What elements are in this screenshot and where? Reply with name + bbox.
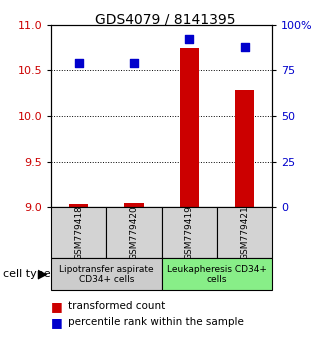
Bar <box>180 47 199 207</box>
Text: percentile rank within the sample: percentile rank within the sample <box>68 317 244 327</box>
Bar <box>217 207 272 258</box>
Text: GDS4079 / 8141395: GDS4079 / 8141395 <box>95 12 235 27</box>
Bar <box>69 204 88 207</box>
Text: cell type: cell type <box>3 269 51 279</box>
Bar <box>162 258 272 290</box>
Point <box>131 60 137 66</box>
Bar <box>235 90 254 207</box>
Point <box>242 44 247 50</box>
Text: Lipotransfer aspirate
CD34+ cells: Lipotransfer aspirate CD34+ cells <box>59 265 154 284</box>
Bar <box>51 207 106 258</box>
Point <box>187 36 192 42</box>
Text: ▶: ▶ <box>38 268 48 281</box>
Text: ■: ■ <box>51 300 63 313</box>
Bar <box>124 204 144 207</box>
Bar <box>106 207 162 258</box>
Text: ■: ■ <box>51 316 63 329</box>
Text: Leukapheresis CD34+
cells: Leukapheresis CD34+ cells <box>167 265 267 284</box>
Point <box>76 60 82 66</box>
Text: GSM779421: GSM779421 <box>240 205 249 260</box>
Text: GSM779420: GSM779420 <box>130 205 139 260</box>
Text: transformed count: transformed count <box>68 301 165 311</box>
Bar <box>51 258 162 290</box>
Text: GSM779418: GSM779418 <box>74 205 83 260</box>
Bar <box>162 207 217 258</box>
Text: GSM779419: GSM779419 <box>185 205 194 260</box>
